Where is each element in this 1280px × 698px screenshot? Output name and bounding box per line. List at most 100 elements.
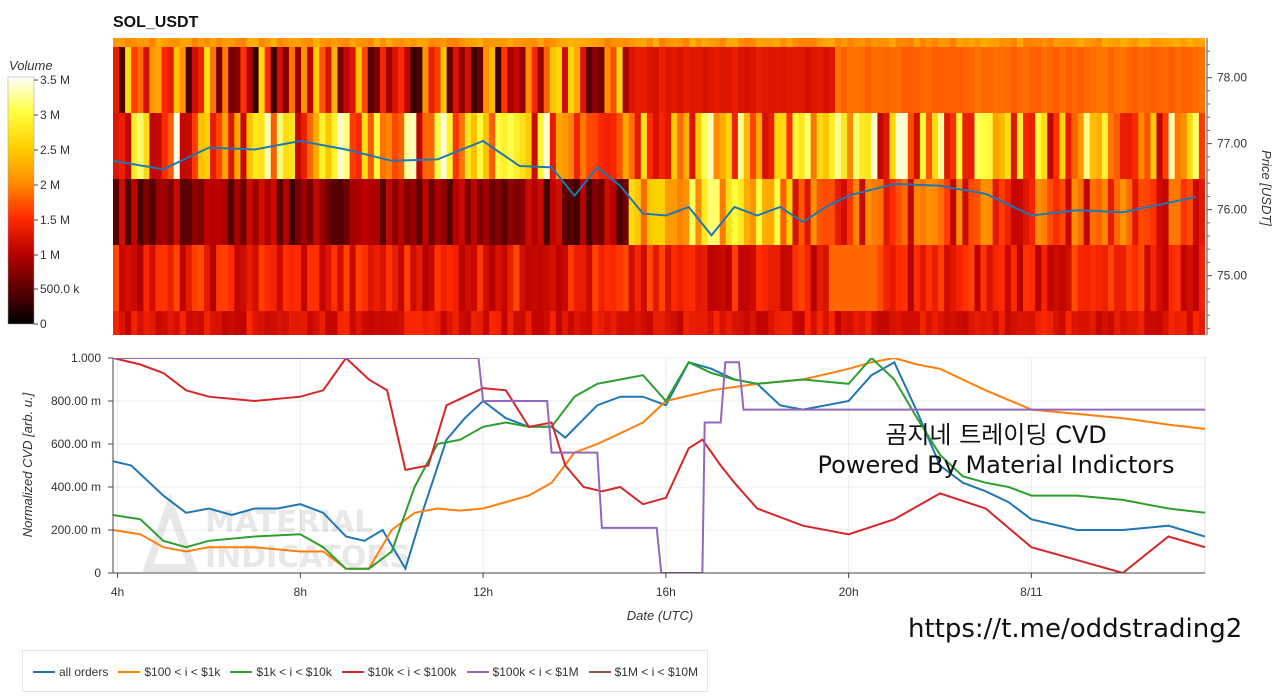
- heatmap-cell: [1168, 113, 1176, 179]
- heatmap-cell: [1132, 179, 1139, 245]
- heatmap-cell: [859, 47, 866, 113]
- heatmap-cell: [610, 113, 618, 179]
- heatmap-cell: [561, 245, 569, 311]
- legend-item[interactable]: $100 < i < $1k: [118, 665, 220, 679]
- heatmap-cell: [1010, 47, 1018, 113]
- legend-item[interactable]: all orders: [33, 665, 108, 679]
- heatmap-cell: [422, 38, 430, 47]
- heatmap-cell: [210, 113, 217, 179]
- heatmap-cell: [228, 113, 235, 179]
- heatmap-cell: [659, 113, 666, 179]
- heatmap-cell: [246, 38, 254, 47]
- heatmap-cell: [422, 113, 430, 179]
- heatmap-cell: [525, 113, 533, 179]
- heatmap-cell: [616, 47, 624, 113]
- heatmap-cell: [677, 38, 684, 47]
- heatmap-cell: [185, 38, 193, 47]
- legend-item[interactable]: $100k < i < $1M: [466, 665, 579, 679]
- heatmap-cell: [731, 113, 739, 179]
- heatmap-cell: [598, 245, 605, 311]
- heatmap-cell: [1156, 38, 1164, 47]
- heatmap-cell: [1132, 245, 1139, 311]
- heatmap-cell: [992, 38, 1000, 47]
- heatmap-cell: [1077, 38, 1085, 47]
- heatmap-cell: [938, 38, 945, 47]
- heatmap-cell: [1132, 47, 1139, 113]
- cvd-y-tick-label: 400.00 m: [51, 480, 101, 494]
- heatmap-cell: [1071, 245, 1079, 311]
- heatmap-cell: [204, 245, 211, 311]
- heatmap-cell: [197, 311, 205, 335]
- heatmap-cell: [968, 38, 976, 47]
- heatmap-cell: [1089, 245, 1097, 311]
- heatmap-cell: [1041, 38, 1048, 47]
- heatmap-cell: [1004, 179, 1012, 245]
- heatmap-cell: [628, 47, 636, 113]
- heatmap-cell: [288, 113, 296, 179]
- heatmap-cell: [137, 245, 144, 311]
- heatmap-cell: [149, 179, 157, 245]
- heatmap-cell: [725, 179, 733, 245]
- heatmap-cell: [574, 179, 581, 245]
- heatmap-cell: [264, 179, 272, 245]
- heatmap-cell: [1174, 179, 1182, 245]
- heatmap-cell: [707, 245, 715, 311]
- heatmap-cell: [428, 179, 436, 245]
- heatmap-cell: [683, 179, 690, 245]
- cvd-y-tick-label: 0: [94, 566, 101, 580]
- heatmap-cell: [555, 179, 563, 245]
- heatmap-cell: [155, 311, 163, 335]
- heatmap-cell: [1077, 179, 1085, 245]
- telegram-link[interactable]: https://t.me/oddstrading2: [908, 614, 1243, 644]
- heatmap-cell: [792, 311, 800, 335]
- heatmap-cell: [1035, 47, 1042, 113]
- heatmap-cell: [470, 179, 478, 245]
- heatmap-cell: [628, 38, 636, 47]
- heatmap-cell: [313, 245, 320, 311]
- legend-item[interactable]: $1M < i < $10M: [588, 665, 698, 679]
- heatmap-cell: [859, 113, 866, 179]
- heatmap-cell: [258, 179, 266, 245]
- heatmap-cell: [240, 38, 248, 47]
- heatmap-cell: [179, 113, 187, 179]
- heatmap-cell: [216, 113, 223, 179]
- heatmap-cell: [871, 179, 878, 245]
- heatmap-cell: [689, 113, 696, 179]
- heatmap-cell: [264, 47, 272, 113]
- heatmap-cell: [234, 245, 241, 311]
- heatmap-cell: [574, 38, 581, 47]
- legend-label: $100k < i < $1M: [492, 665, 579, 679]
- heatmap-cell: [386, 47, 393, 113]
- heatmap-cell: [1047, 47, 1054, 113]
- heatmap-cell: [707, 38, 715, 47]
- heatmap-cell: [537, 113, 545, 179]
- heatmap-cell: [373, 38, 381, 47]
- heatmap-cell: [604, 245, 612, 311]
- heatmap-cell: [646, 179, 654, 245]
- heatmap-cell: [822, 47, 830, 113]
- heatmap-cell: [543, 311, 551, 335]
- heatmap-cell: [495, 245, 502, 311]
- heatmap-cell: [1162, 113, 1170, 179]
- heatmap-cell: [119, 245, 126, 311]
- legend-item[interactable]: $1k < i < $10k: [230, 665, 332, 679]
- heatmap-cell: [756, 38, 763, 47]
- heatmap-cell: [731, 311, 739, 335]
- heatmap-cell: [1071, 113, 1079, 179]
- heatmap-cell: [264, 245, 272, 311]
- heatmap-cell: [671, 245, 678, 311]
- heatmap-cell: [1023, 113, 1030, 179]
- heatmap-cell: [555, 311, 563, 335]
- heatmap-cell: [179, 311, 187, 335]
- heatmap-cell: [216, 245, 223, 311]
- heatmap-cell: [240, 179, 248, 245]
- heatmap-cell: [877, 245, 885, 311]
- heatmap-cell: [834, 38, 842, 47]
- heatmap-y-tick-label: 75.00: [1217, 269, 1247, 283]
- heatmap-cell: [580, 311, 587, 335]
- heatmap-cell: [1174, 245, 1182, 311]
- heatmap-cell: [774, 245, 781, 311]
- legend-item[interactable]: $10k < i < $100k: [341, 665, 457, 679]
- heatmap-cell: [998, 38, 1006, 47]
- heatmap-cell: [798, 311, 806, 335]
